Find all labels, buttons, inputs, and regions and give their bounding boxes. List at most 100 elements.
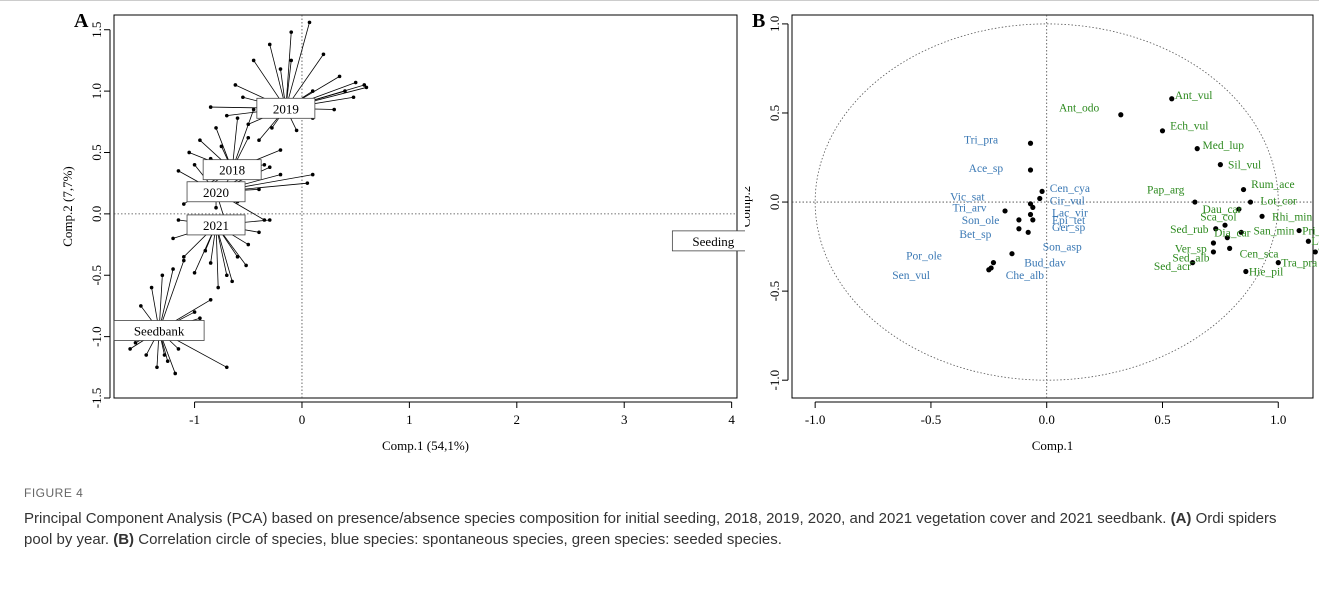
species-label: Sen_vul (892, 270, 930, 282)
spider-point (310, 172, 315, 177)
group-label: 2019 (273, 101, 299, 116)
spider-point (267, 42, 272, 47)
y-tick-label: 0.0 (89, 206, 104, 222)
panel-a-ordination-chart: -1 0 1 2 3 4 -1.5 -1.0 -0.5 0.0 0.5 1.0 1.5 Comp.1 (5… (60, 10, 745, 453)
x-tick-label: -1.0 (805, 412, 826, 427)
spider-point (155, 365, 159, 370)
spider-point (351, 95, 356, 100)
species-label: Tri_arv (952, 202, 986, 214)
figure-caption: Principal Component Analysis (PCA) based… (24, 508, 1294, 550)
species-label: Son_asp (1043, 242, 1082, 254)
species-point (1016, 217, 1022, 223)
spider-point (203, 248, 208, 253)
species-label: Sed_acr (1154, 261, 1191, 273)
x-tick-label: -0.5 (921, 412, 942, 427)
plot-frame (791, 14, 1314, 399)
species-label: Pap_arg (1147, 185, 1185, 197)
species-label: Hie_pil (1249, 267, 1284, 279)
species-label: Vic_sat (950, 192, 985, 204)
spider-point (257, 230, 261, 235)
spider-point (332, 107, 336, 112)
x-tick-label: 3 (621, 412, 628, 427)
species-point (1169, 96, 1175, 102)
species-label: Ech_vul (1170, 120, 1208, 132)
species-point (1159, 128, 1166, 134)
spider-point (165, 359, 170, 363)
spider-point (187, 150, 191, 155)
spider-point (128, 347, 132, 351)
spider-point (160, 273, 165, 278)
species-label: Bud_dav (1024, 258, 1066, 270)
x-tick-label: 1.0 (1270, 412, 1286, 427)
group-label: Seeding (692, 234, 734, 249)
spider-point (208, 261, 213, 265)
spider-line (285, 32, 292, 109)
group-label-box (256, 97, 316, 119)
species-point (1027, 167, 1034, 173)
spider-point (208, 105, 213, 109)
group-label-box (202, 159, 262, 181)
spider-point (246, 135, 251, 140)
species-point (1243, 268, 1249, 275)
species-label: Med_lup (1203, 140, 1245, 152)
spider-point (235, 116, 240, 120)
spider-point (182, 202, 186, 206)
species-point (1236, 206, 1242, 212)
group-label: 2020 (203, 185, 229, 200)
spider-point (310, 89, 315, 93)
spider-point (133, 340, 138, 345)
species-point (1259, 213, 1265, 219)
spider-point (278, 172, 283, 177)
spider-line (158, 260, 185, 331)
spider-point (337, 74, 342, 79)
species-label: Rum_ace (1251, 179, 1294, 191)
species-point (1002, 208, 1008, 214)
x-tick-label: 0.0 (1039, 412, 1055, 427)
species-label: Ger_sp (1052, 222, 1085, 234)
spider-line (215, 224, 219, 288)
y-axis-title: Comp.2 (7,7%) (60, 166, 75, 247)
spider-point (192, 270, 197, 275)
spider-point (233, 83, 238, 87)
spider-point (257, 138, 261, 143)
species-point (1275, 260, 1281, 266)
species-point (1238, 229, 1244, 235)
y-tick-label: 0.0 (767, 194, 782, 210)
spider-point (289, 30, 294, 34)
y-tick-label: 1.0 (89, 83, 104, 99)
species-point (1312, 249, 1318, 255)
spider-point (278, 67, 283, 71)
species-label: Ant_vul (1175, 90, 1213, 102)
group-label-box (186, 181, 246, 203)
species-point (1027, 211, 1034, 218)
species-point (1025, 229, 1031, 235)
caption-b-text: Correlation circle of species, blue spec… (138, 531, 782, 548)
species-point (1213, 226, 1219, 232)
spider-point (267, 165, 272, 170)
species-point (1194, 146, 1200, 152)
spider-point (176, 347, 181, 351)
species-label: Ver_sp (1175, 243, 1207, 255)
spider-point (235, 255, 240, 259)
spider-point (246, 122, 251, 127)
species-point (1118, 112, 1124, 118)
spider-point (171, 236, 175, 241)
species-label: Dau_car (1203, 204, 1242, 216)
species-point (1016, 226, 1022, 232)
species-point (1210, 249, 1217, 255)
y-tick-label: -0.5 (767, 281, 782, 302)
figure-label: FIGURE 4 (24, 486, 84, 500)
x-tick-label: 2 (514, 412, 521, 427)
spider-point (216, 285, 220, 290)
spider-point (262, 218, 267, 222)
species-label: Por_ole (906, 250, 942, 262)
group-label-box (186, 214, 246, 236)
spider-point (230, 279, 234, 284)
spider-point (214, 205, 218, 210)
species-point (990, 260, 997, 266)
species-point (1030, 204, 1036, 210)
species-label: Sed_alb (1172, 252, 1209, 264)
spider-point (270, 126, 274, 130)
spider-point (149, 285, 154, 290)
y-tick-label: -1.0 (89, 326, 104, 347)
